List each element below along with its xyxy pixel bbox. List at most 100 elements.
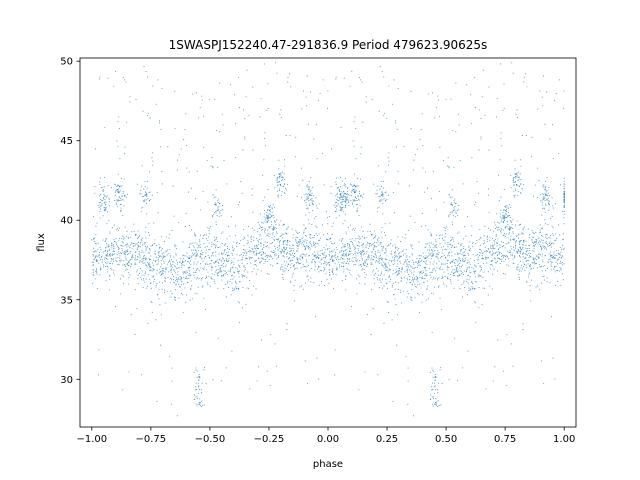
- data-point: [272, 232, 274, 234]
- data-point: [441, 382, 443, 385]
- data-point: [443, 201, 445, 203]
- data-point: [520, 267, 522, 269]
- data-point: [529, 290, 531, 292]
- data-point: [223, 159, 225, 162]
- data-point: [365, 96, 367, 98]
- data-point: [471, 123, 473, 125]
- data-point: [353, 256, 355, 259]
- data-point: [277, 249, 279, 251]
- data-point: [429, 254, 431, 256]
- data-point: [375, 193, 377, 195]
- data-point: [380, 185, 383, 187]
- data-point: [474, 76, 476, 78]
- data-point: [367, 243, 369, 245]
- data-point: [115, 229, 117, 231]
- data-point: [197, 376, 200, 378]
- data-point: [337, 200, 339, 202]
- data-point: [341, 180, 343, 182]
- data-point: [257, 247, 260, 249]
- data-point: [512, 238, 514, 240]
- data-point: [196, 397, 198, 400]
- data-point: [165, 267, 167, 269]
- data-point: [94, 257, 96, 259]
- data-point: [366, 314, 368, 316]
- data-point: [153, 268, 155, 271]
- data-point: [394, 288, 396, 290]
- data-point: [516, 220, 518, 222]
- data-point: [230, 267, 232, 269]
- data-point: [364, 272, 366, 274]
- data-point: [91, 261, 93, 264]
- data-point: [112, 250, 114, 252]
- data-point: [468, 267, 470, 269]
- data-point: [443, 271, 445, 273]
- data-point: [382, 247, 384, 249]
- data-point: [448, 194, 450, 196]
- data-point: [232, 261, 234, 263]
- data-point: [283, 260, 285, 262]
- data-point: [327, 248, 329, 250]
- data-point: [113, 247, 115, 249]
- data-point: [278, 189, 281, 192]
- data-point: [148, 171, 151, 173]
- data-point: [233, 289, 235, 291]
- data-point: [270, 226, 272, 228]
- data-point: [293, 244, 295, 247]
- data-point: [200, 406, 202, 408]
- data-point: [161, 87, 163, 90]
- data-point: [437, 389, 439, 391]
- data-point: [418, 311, 420, 314]
- data-point: [258, 252, 260, 254]
- data-point: [512, 179, 514, 181]
- data-point: [516, 269, 518, 271]
- data-point: [217, 261, 219, 263]
- data-point: [483, 271, 485, 273]
- data-point: [323, 184, 325, 186]
- data-point: [119, 257, 121, 259]
- data-point: [212, 255, 214, 257]
- data-point: [451, 211, 453, 213]
- data-point: [387, 311, 390, 313]
- data-point: [550, 265, 552, 267]
- data-point: [117, 248, 120, 251]
- data-point: [502, 234, 504, 236]
- data-point: [450, 203, 452, 205]
- data-point: [503, 221, 505, 223]
- data-point: [340, 196, 343, 198]
- data-point: [159, 255, 161, 257]
- data-point: [512, 231, 514, 233]
- data-point: [312, 200, 314, 202]
- data-point: [154, 253, 157, 255]
- data-point: [242, 254, 244, 256]
- data-point: [296, 195, 298, 197]
- data-point: [518, 255, 520, 257]
- data-point: [175, 283, 177, 285]
- data-point: [304, 239, 306, 241]
- data-point: [554, 257, 556, 259]
- data-point: [144, 191, 146, 193]
- data-point: [122, 215, 124, 217]
- data-point: [436, 263, 438, 265]
- data-point: [460, 266, 463, 268]
- data-point: [266, 229, 269, 231]
- data-point: [310, 277, 312, 279]
- data-point: [421, 276, 424, 278]
- data-point: [250, 238, 252, 240]
- data-point: [134, 245, 136, 247]
- data-point: [200, 389, 202, 391]
- data-point: [279, 267, 282, 269]
- data-point: [211, 157, 213, 159]
- data-point: [445, 256, 447, 258]
- data-point: [453, 246, 455, 248]
- data-point: [543, 275, 545, 277]
- data-point: [489, 264, 491, 266]
- data-point: [219, 211, 221, 213]
- data-point: [539, 244, 541, 246]
- data-point: [513, 195, 515, 197]
- data-point: [198, 404, 200, 406]
- data-point: [522, 256, 524, 258]
- data-point: [492, 265, 494, 267]
- data-point: [523, 81, 525, 83]
- data-point: [255, 238, 257, 240]
- data-point: [267, 107, 269, 109]
